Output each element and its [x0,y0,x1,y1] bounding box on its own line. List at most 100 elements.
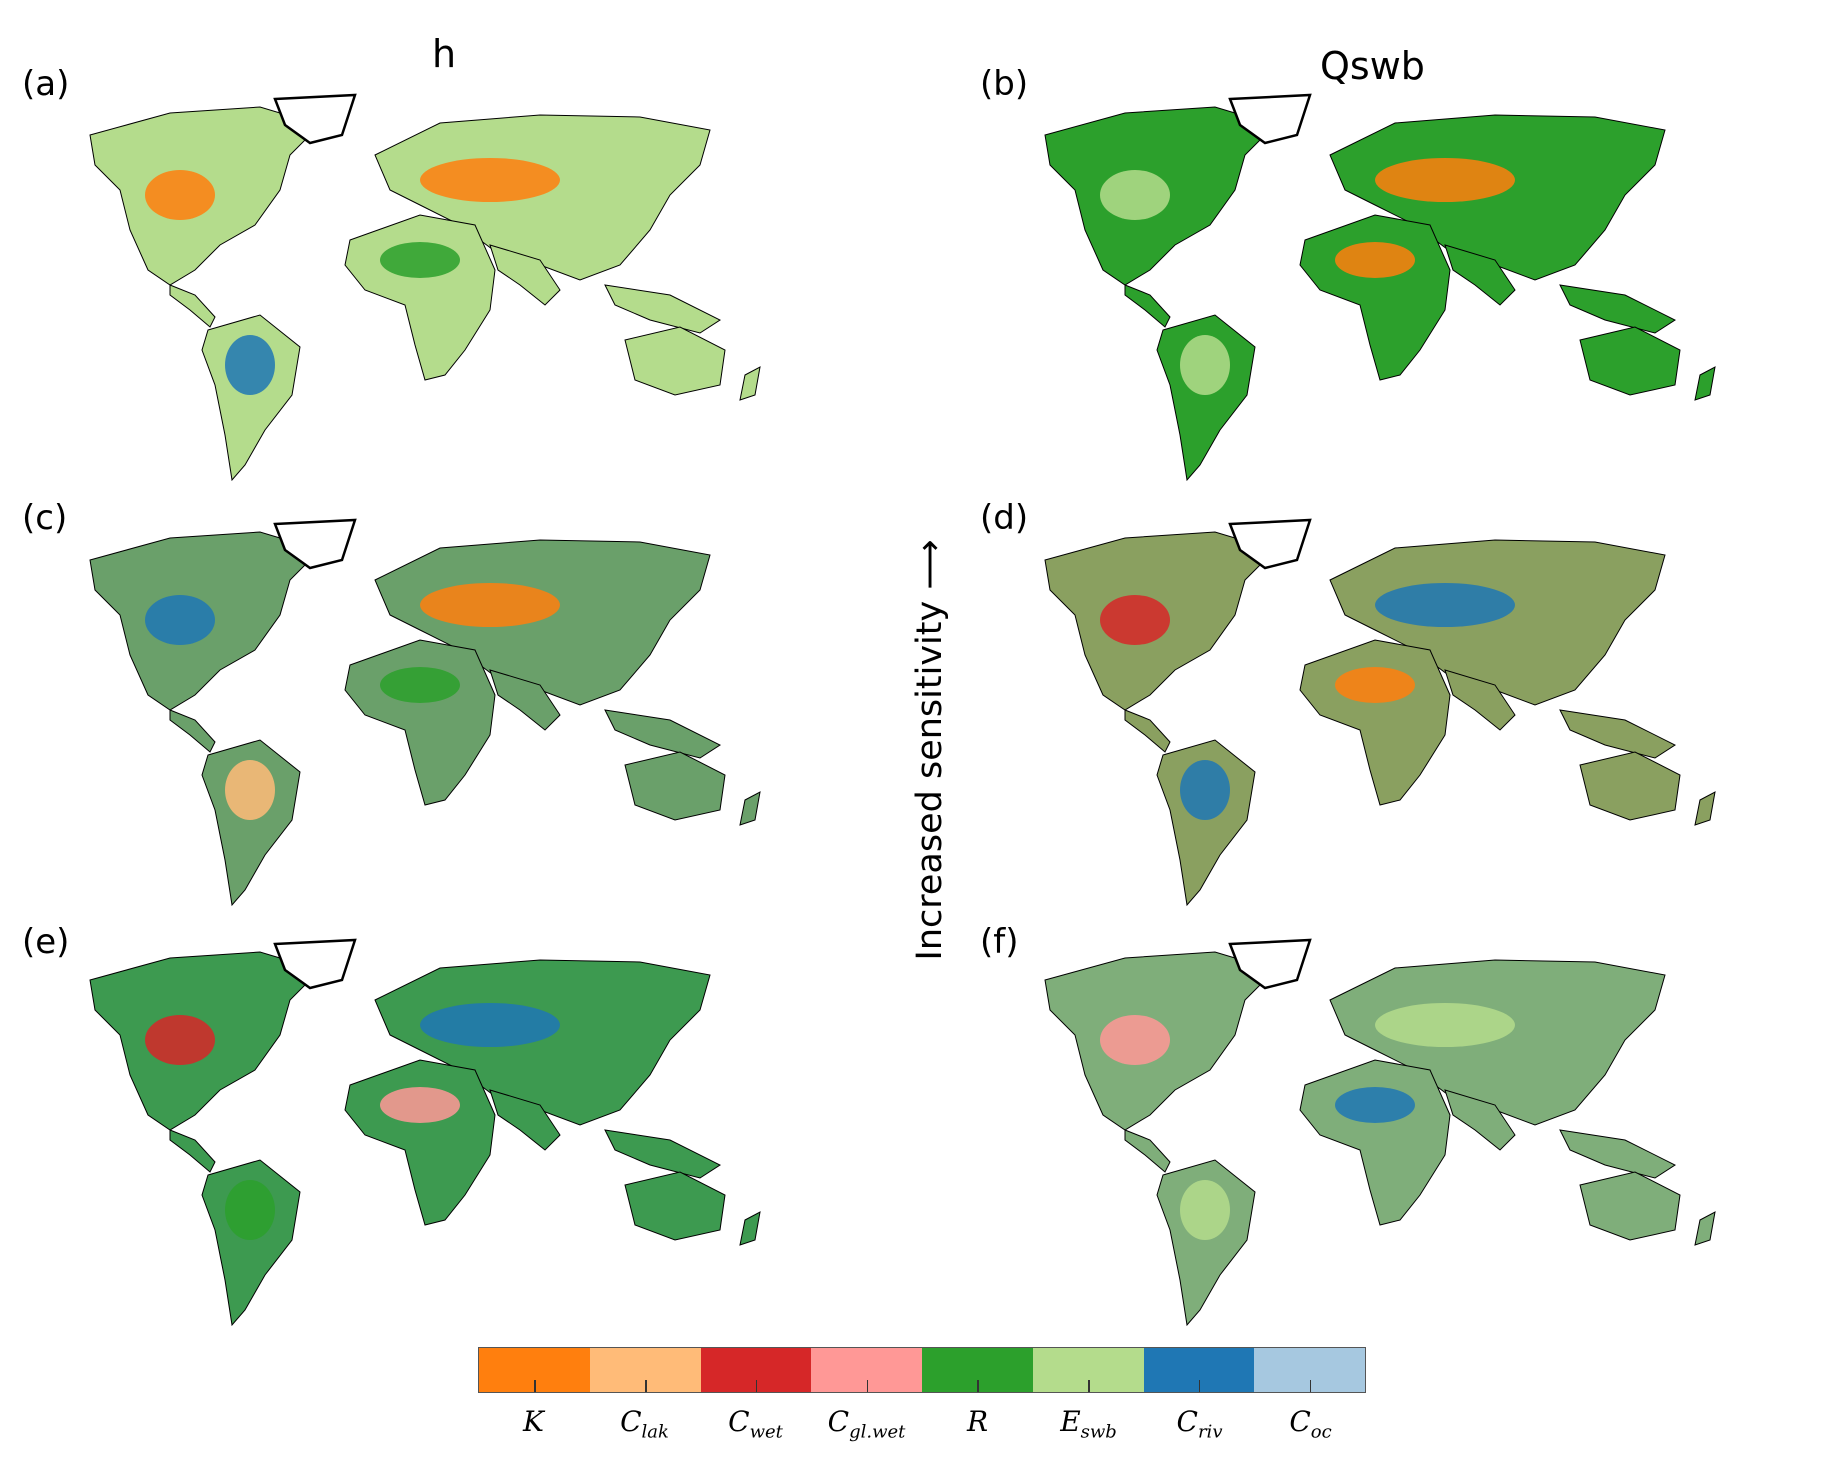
continent-greenland [273,93,357,145]
continent-africa [1299,214,1451,381]
continent-arabia-india [489,669,561,731]
continent-australia [1579,326,1681,396]
sensitivity-patch [145,595,215,645]
continent-se-asia-islands [1559,284,1677,334]
continent-australia [624,751,726,821]
legend-swatch-k [479,1348,590,1392]
panel-label-a: (a) [22,64,70,104]
world-map-a [89,93,761,482]
legend-swatch-coc [1254,1348,1365,1392]
sensitivity-patch [145,170,215,220]
continent-greenland [1228,938,1312,990]
continent-central-america [169,1129,216,1173]
continent-greenland [273,518,357,570]
continent-central-america [1124,284,1171,328]
sensitivity-patch [1180,1180,1230,1240]
continent-arabia-india [1444,1089,1516,1151]
continent-central-america [1124,709,1171,753]
panel-label-c: (c) [22,498,68,538]
sensitivity-patch [1375,1003,1515,1047]
legend-swatch-r [922,1348,1033,1392]
legend-swatch-cwet [700,1348,812,1392]
panel-label-d: (d) [980,498,1029,538]
sensitivity-patch [420,583,560,627]
panel-label-e: (e) [22,922,70,962]
continent-se-asia-islands [1559,1129,1677,1179]
continent-greenland [273,938,357,990]
sensitivity-patch [145,1015,215,1065]
sensitivity-patch [1375,583,1515,627]
sensitivity-patch [1100,1015,1170,1065]
sensitivity-patch [420,158,560,202]
continent-arabia-india [1444,669,1516,731]
world-map-b [1044,93,1716,482]
continent-australia [624,1171,726,1241]
legend-label-eswb: Eswb [1060,1405,1117,1443]
sensitivity-patch [225,335,275,395]
continent-africa [344,214,496,381]
continent-central-america [169,709,216,753]
continent-arabia-india [489,244,561,306]
legend-label-coc: Coc [1289,1405,1332,1443]
legend-label-clak: Clak [620,1405,669,1443]
continent-africa [1299,1059,1451,1226]
sensitivity-patch [225,760,275,820]
world-map-f [1044,938,1716,1327]
continent-se-asia-islands [604,284,722,334]
continent-new-zealand [739,366,761,401]
sensitivity-axis-label: Increased sensitivity ⟶ [910,539,950,961]
sensitivity-patch [225,1180,275,1240]
continent-central-america [1124,1129,1171,1173]
sensitivity-patch [1100,170,1170,220]
continent-se-asia-islands [1559,709,1677,759]
panel-label-f: (f) [980,922,1019,962]
continent-arabia-india [489,1089,561,1151]
legend-label-cglwet: Cgl.wet [827,1405,906,1443]
legend-swatch-cglwet [811,1348,922,1392]
sensitivity-patch [1180,760,1230,820]
legend-swatch-clak [589,1348,701,1392]
continent-greenland [1228,518,1312,570]
sensitivity-patch [420,1003,560,1047]
continent-new-zealand [739,791,761,826]
sensitivity-patch [1375,158,1515,202]
continent-arabia-india [1444,244,1516,306]
continent-australia [624,326,726,396]
continent-africa [344,1059,496,1226]
continent-se-asia-islands [604,1129,722,1179]
continent-se-asia-islands [604,709,722,759]
sensitivity-patch [1335,667,1415,703]
legend-label-k: K [523,1405,544,1438]
continent-greenland [1228,93,1312,145]
continent-europe-asia [1329,114,1666,281]
continent-africa [344,639,496,806]
column-title-qswb: Qswb [1320,44,1425,88]
continent-africa [1299,639,1451,806]
sensitivity-patch [1100,595,1170,645]
continent-europe-asia [374,114,711,281]
world-map-c [89,518,761,907]
legend-label-criv: Criv [1176,1405,1223,1443]
continent-new-zealand [1694,366,1716,401]
legend-labels: K Clak Cwet Cgl.wet R Eswb Criv Coc [478,1405,1366,1443]
legend-label-cwet: Cwet [728,1405,783,1443]
continent-australia [1579,1171,1681,1241]
sensitivity-patch [1335,242,1415,278]
legend-swatch-eswb [1032,1348,1144,1392]
continent-new-zealand [739,1211,761,1246]
continent-europe-asia [1329,539,1666,706]
legend-swatch-criv [1143,1348,1255,1392]
sensitivity-patch [1335,1087,1415,1123]
world-map-d [1044,518,1716,907]
column-title-h: h [432,32,457,76]
continent-europe-asia [1329,959,1666,1126]
continent-europe-asia [374,959,711,1126]
panel-label-b: (b) [980,64,1029,104]
sensitivity-patch [380,242,460,278]
continent-central-america [169,284,216,328]
legend-colorbar [478,1347,1366,1393]
continent-new-zealand [1694,791,1716,826]
sensitivity-patch [380,1087,460,1123]
world-map-e [89,938,761,1327]
continent-australia [1579,751,1681,821]
